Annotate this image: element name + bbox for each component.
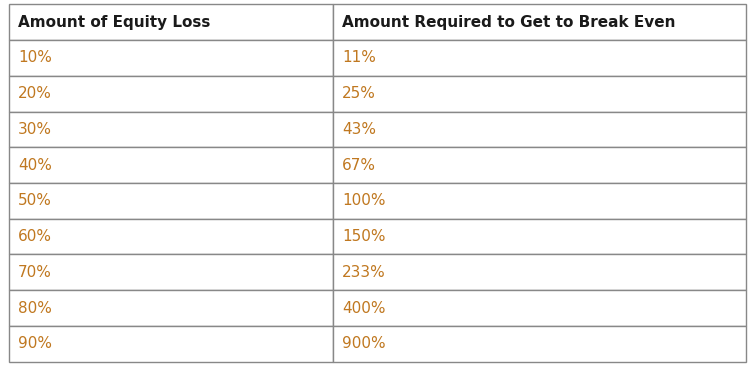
Text: Amount of Equity Loss: Amount of Equity Loss — [18, 15, 211, 30]
Bar — [9, 290, 333, 326]
Text: 233%: 233% — [342, 265, 386, 280]
Bar — [9, 254, 333, 290]
Bar — [9, 40, 333, 76]
Bar — [9, 183, 333, 219]
Bar — [333, 147, 746, 183]
Text: 100%: 100% — [342, 193, 386, 208]
Bar — [9, 219, 333, 254]
Text: 150%: 150% — [342, 229, 386, 244]
Bar — [333, 326, 746, 362]
Bar — [9, 112, 333, 147]
Text: 60%: 60% — [18, 229, 52, 244]
Bar — [9, 4, 333, 40]
Text: 400%: 400% — [342, 300, 386, 315]
Text: 70%: 70% — [18, 265, 52, 280]
Bar — [333, 290, 746, 326]
Text: 90%: 90% — [18, 336, 52, 351]
Text: 25%: 25% — [342, 86, 376, 101]
Text: 900%: 900% — [342, 336, 386, 351]
Bar — [333, 183, 746, 219]
Text: 30%: 30% — [18, 122, 52, 137]
Bar — [333, 4, 746, 40]
Bar — [9, 326, 333, 362]
Bar — [333, 112, 746, 147]
Text: 43%: 43% — [342, 122, 376, 137]
Text: 11%: 11% — [342, 51, 376, 66]
Text: 40%: 40% — [18, 158, 52, 173]
Text: 80%: 80% — [18, 300, 52, 315]
Bar — [9, 147, 333, 183]
Bar — [9, 76, 333, 112]
Text: 50%: 50% — [18, 193, 52, 208]
Bar — [333, 40, 746, 76]
Text: Amount Required to Get to Break Even: Amount Required to Get to Break Even — [342, 15, 676, 30]
Text: 67%: 67% — [342, 158, 376, 173]
Bar — [333, 219, 746, 254]
Text: 10%: 10% — [18, 51, 52, 66]
Bar — [333, 76, 746, 112]
Bar — [333, 254, 746, 290]
Text: 20%: 20% — [18, 86, 52, 101]
